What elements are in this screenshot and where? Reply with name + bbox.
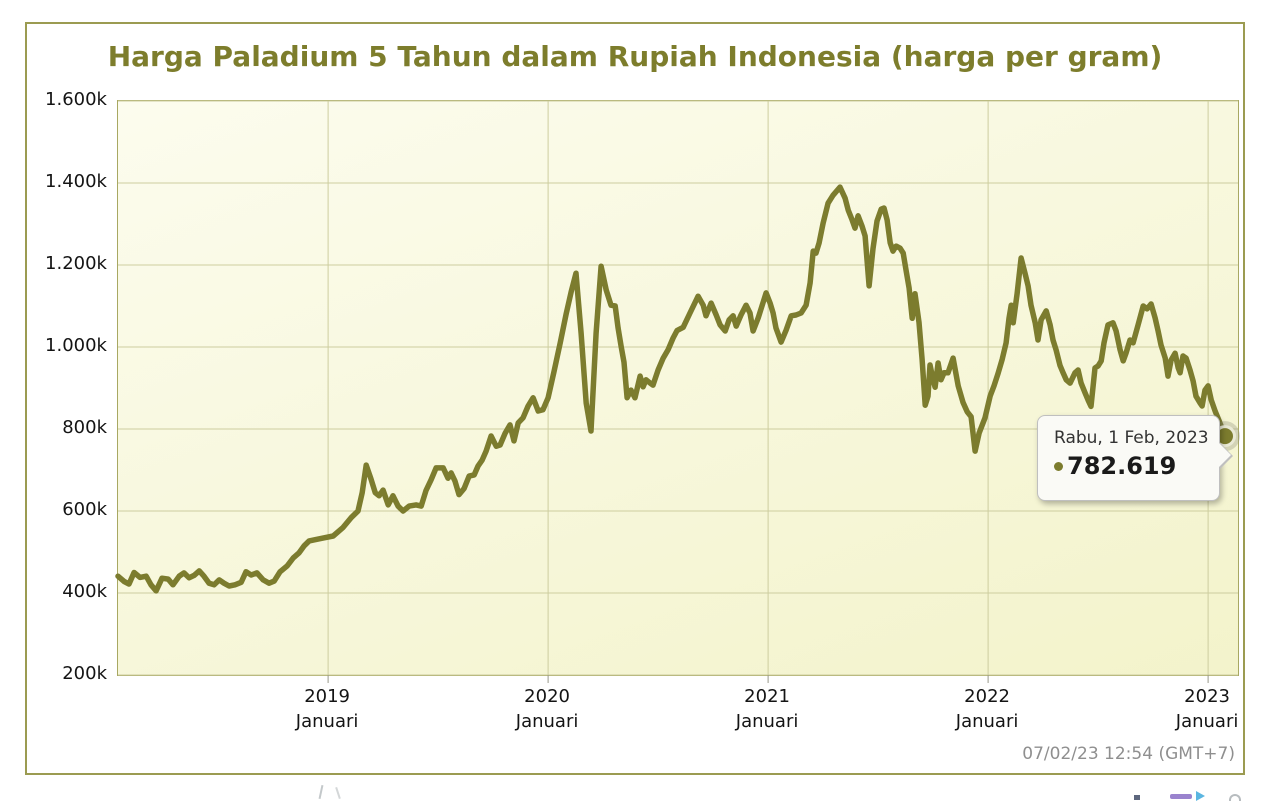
tooltip-date: Rabu, 1 Feb, 2023 — [1054, 428, 1209, 448]
tooltip: Rabu, 1 Feb, 2023 782.619 — [1037, 415, 1233, 501]
cut-off-logo-fragment — [1229, 794, 1241, 801]
cut-off-logo-fragment — [1170, 794, 1192, 799]
x-axis-label: 2022 Januari — [955, 686, 1019, 732]
series-bullet-icon — [1054, 461, 1063, 471]
price-line — [115, 184, 1228, 594]
y-axis-label: 800k — [62, 417, 107, 438]
x-axis-label: 2019 Januari — [295, 686, 359, 732]
x-axis-label: 2020 Januari — [515, 686, 579, 732]
tooltip-value: 782.619 — [1067, 452, 1177, 480]
cut-off-logo-fragment — [1134, 795, 1140, 800]
x-axis-label: 2021 Januari — [735, 686, 799, 732]
chart-timestamp: 07/02/23 12:54 (GMT+7) — [1022, 744, 1235, 764]
x-axis-label: 2023 Januari — [1175, 686, 1239, 732]
cut-off-glyph-fragment — [335, 786, 341, 800]
chart-frame: Harga Paladium 5 Tahun dalam Rupiah Indo… — [25, 22, 1245, 775]
cut-off-logo-fragment — [1196, 791, 1205, 801]
y-axis-label: 1.400k — [45, 171, 107, 192]
y-axis-label: 1.200k — [45, 253, 107, 274]
chart-title: Harga Paladium 5 Tahun dalam Rupiah Indo… — [107, 40, 1163, 73]
cut-off-glyph-fragment — [318, 784, 324, 800]
y-axis-label: 1.600k — [45, 89, 107, 110]
y-axis-label: 400k — [62, 581, 107, 602]
tooltip-arrow-icon — [1218, 442, 1231, 468]
y-axis-label: 1.000k — [45, 335, 107, 356]
tooltip-value-row: 782.619 — [1054, 452, 1205, 480]
y-axis-label: 200k — [62, 663, 107, 684]
y-axis-label: 600k — [62, 499, 107, 520]
plot-area[interactable] — [115, 100, 1240, 683]
